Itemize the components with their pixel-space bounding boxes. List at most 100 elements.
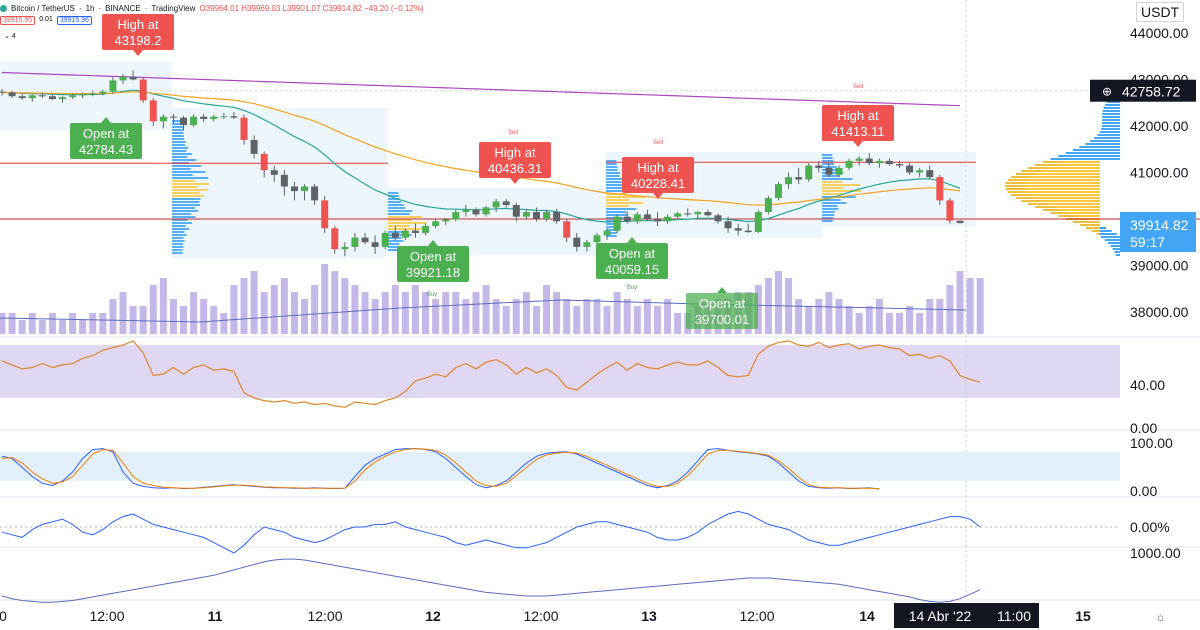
session-profile-bar bbox=[172, 150, 187, 152]
sell-button[interactable]: 39915.95 bbox=[0, 16, 36, 25]
volume-profile-bar bbox=[1028, 203, 1100, 205]
volume-bar bbox=[38, 320, 46, 334]
volume-bar bbox=[371, 299, 379, 334]
exchange-label: BINANCE bbox=[105, 3, 141, 13]
volume-bar bbox=[815, 299, 823, 334]
candle-body bbox=[764, 198, 772, 213]
session-profile-bar bbox=[388, 246, 400, 248]
volume-profile-bar bbox=[1090, 140, 1120, 142]
volume-profile-bar bbox=[1050, 212, 1100, 214]
time-cursor-date: 14 Abr '22 bbox=[909, 608, 972, 624]
candle-body bbox=[744, 230, 752, 233]
volume-bar bbox=[69, 313, 77, 334]
annotation-pointer bbox=[133, 50, 143, 56]
annotation-label: High at bbox=[117, 17, 159, 32]
session-profile-bar bbox=[172, 144, 186, 146]
volume-profile-bar bbox=[1086, 227, 1100, 229]
session-profile-bar bbox=[172, 198, 201, 200]
candle-body bbox=[795, 177, 803, 180]
volume-profile-bar bbox=[1072, 149, 1120, 151]
candle-body bbox=[724, 221, 732, 229]
annotation-pointer bbox=[653, 193, 663, 199]
volume-profile-bar bbox=[1101, 128, 1120, 130]
volume-profile-bar bbox=[1096, 233, 1117, 235]
session-profile-bar bbox=[388, 249, 399, 251]
volume-bar bbox=[99, 313, 107, 334]
session-profile-bar bbox=[606, 181, 622, 183]
volume-bar bbox=[159, 278, 167, 334]
indicator-count: 4 bbox=[11, 33, 16, 40]
time-tick-label: 12:00 bbox=[739, 608, 774, 624]
session-profile-bar bbox=[172, 231, 185, 233]
session-profile-bar bbox=[606, 184, 634, 186]
session-profile-bar bbox=[172, 180, 196, 182]
volume-bar bbox=[290, 292, 298, 334]
session-profile-bar bbox=[822, 163, 835, 165]
volume-bar bbox=[361, 292, 369, 334]
volume-bar bbox=[8, 313, 16, 334]
session-profile-bar bbox=[388, 234, 412, 236]
candle-body bbox=[381, 232, 389, 247]
session-profile-bar bbox=[822, 175, 840, 177]
candle-body bbox=[633, 214, 641, 222]
volume-bar bbox=[411, 285, 419, 334]
settings-gear-icon[interactable]: ☼ bbox=[1155, 610, 1166, 624]
volume-bar bbox=[280, 278, 288, 334]
ema-fast-line bbox=[1, 89, 961, 223]
platform-label: TradingView bbox=[151, 3, 196, 13]
symbol-name[interactable]: Bitcoin / TetherUS bbox=[11, 3, 75, 13]
session-profile-bar bbox=[822, 190, 862, 192]
volume-profile-bar bbox=[1058, 215, 1100, 217]
annotation-label: Open at bbox=[83, 126, 130, 141]
candle-body bbox=[643, 214, 651, 219]
volume-profile-bar bbox=[1065, 152, 1120, 154]
candle-body bbox=[411, 230, 419, 233]
volume-profile-bar bbox=[1104, 239, 1120, 241]
time-tick-label: 15 bbox=[1075, 608, 1091, 624]
volume-profile-bar bbox=[1058, 155, 1120, 157]
volume-profile-bar bbox=[1079, 224, 1100, 226]
price-annotation-box bbox=[397, 246, 469, 282]
annotation-label: High at bbox=[837, 108, 879, 123]
annotation-pointer bbox=[853, 141, 863, 147]
signal-label: Sell bbox=[653, 140, 663, 146]
candle-body bbox=[280, 174, 288, 187]
session-profile-bar bbox=[388, 231, 406, 233]
time-tick-label: 12:00 bbox=[523, 608, 558, 624]
session-profile-bar bbox=[172, 177, 209, 179]
session-profile-bar bbox=[822, 217, 834, 219]
session-profile-bar bbox=[172, 186, 198, 188]
volume-profile-bar bbox=[1005, 188, 1100, 190]
candle-body bbox=[391, 232, 399, 238]
volume-bar bbox=[129, 306, 137, 334]
time-tick-label: 12:00 bbox=[89, 608, 124, 624]
candle-body bbox=[290, 186, 298, 192]
price-annotation-box bbox=[686, 293, 758, 329]
candle-body bbox=[301, 186, 309, 192]
session-profile-bar bbox=[172, 237, 184, 239]
session-profile-bar bbox=[172, 156, 188, 158]
spread-value: 0.01 bbox=[39, 16, 53, 23]
candle-body bbox=[351, 237, 359, 247]
volume-profile-bar bbox=[1101, 236, 1120, 238]
candle-body bbox=[79, 93, 87, 96]
volume-bar bbox=[28, 313, 36, 334]
session-profile-bar bbox=[388, 240, 404, 242]
candle-body bbox=[855, 158, 863, 161]
volume-bar bbox=[573, 306, 581, 334]
interval-label[interactable]: 1h bbox=[85, 3, 95, 13]
session-profile-bar bbox=[388, 228, 422, 230]
volume-bar bbox=[200, 299, 208, 334]
indicator-toggle[interactable]: ⌄ 4 bbox=[4, 32, 16, 40]
volume-profile-bar bbox=[1015, 173, 1100, 175]
session-profile-bar bbox=[822, 220, 833, 222]
session-profile-bar bbox=[172, 126, 183, 128]
buy-button[interactable]: 39915.96 bbox=[56, 16, 93, 25]
volume-bar bbox=[674, 313, 682, 334]
session-profile-bar bbox=[606, 169, 618, 171]
volume-profile-bar bbox=[1079, 146, 1120, 148]
volume-bar bbox=[180, 306, 188, 334]
currency-button[interactable]: USDT bbox=[1136, 2, 1185, 22]
session-profile-bar bbox=[606, 202, 644, 204]
